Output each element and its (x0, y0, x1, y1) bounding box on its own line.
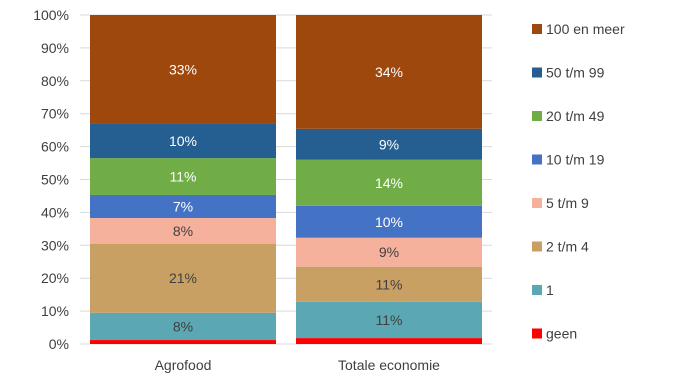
bar-segment (296, 205, 482, 238)
bar-segment (90, 217, 276, 244)
data-label: 8% (173, 223, 193, 239)
y-tick-label: 0% (49, 336, 69, 352)
y-tick-label: 20% (41, 270, 69, 286)
data-label: 11% (376, 276, 403, 292)
bar-segment (296, 15, 482, 129)
legend-swatch (532, 241, 542, 252)
data-label: 9% (379, 244, 399, 260)
x-axis: Agrofood Totale economie (155, 357, 441, 373)
data-label: 33% (169, 61, 197, 77)
y-tick-label: 70% (41, 106, 69, 122)
y-tick-label: 30% (41, 237, 69, 253)
y-tick-label: 50% (41, 172, 69, 188)
legend-label: 20 t/m 49 (546, 108, 605, 124)
y-tick-label: 60% (41, 139, 69, 155)
legend-label: 50 t/m 99 (546, 65, 605, 81)
legend-swatch (532, 67, 542, 78)
data-label: 21% (169, 270, 197, 286)
bar-segment (296, 266, 482, 302)
legend-swatch (532, 24, 542, 34)
data-label: 9% (379, 136, 399, 152)
y-tick-label: 90% (41, 40, 69, 56)
legend-label: 1 (546, 282, 554, 298)
bar-segment (90, 312, 276, 341)
data-label: 34% (375, 64, 403, 80)
bar-segment (296, 128, 482, 160)
y-tick-label: 40% (41, 204, 69, 220)
bar-segment (296, 159, 482, 206)
data-label: 7% (173, 198, 193, 214)
data-label: 11% (376, 312, 403, 328)
legend-swatch (532, 328, 542, 339)
legend-swatch (532, 154, 542, 165)
y-tick-label: 10% (41, 303, 69, 319)
legend-label: 5 t/m 9 (546, 195, 589, 211)
bar-segment (90, 158, 276, 195)
bar-segment (90, 340, 276, 344)
legend-swatch (532, 111, 542, 121)
x-category-label: Agrofood (155, 357, 212, 373)
data-label: 10% (375, 214, 403, 230)
bar-segment (90, 194, 276, 218)
legend: 100 en meer 50 t/m 99 20 t/m 49 10 t/m 19 5 … (532, 21, 625, 342)
bars: 8% 21% 8% 7% 11% 10% 33% 11% 11% 9% 10% 14% 9% 34% (90, 15, 482, 344)
legend-label: 2 t/m 4 (546, 239, 589, 255)
bar-segment (296, 237, 482, 267)
data-label: 10% (169, 133, 197, 149)
y-axis: 0% 10% 20% 30% 40% 50% 60% 70% 80% 90% 100% (33, 7, 69, 352)
legend-swatch (532, 198, 542, 208)
legend-swatch (532, 285, 542, 295)
y-tick-label: 100% (33, 7, 69, 23)
bar-segment (90, 15, 276, 124)
legend-label: 10 t/m 19 (546, 152, 605, 168)
legend-label: 100 en meer (546, 21, 625, 37)
y-tick-label: 80% (41, 73, 69, 89)
data-label: 14% (375, 175, 403, 191)
x-category-label: Totale economie (338, 357, 440, 373)
data-label: 11% (170, 169, 197, 185)
bar-segment (296, 338, 482, 344)
bar-segment (90, 123, 276, 159)
data-label: 8% (173, 318, 193, 334)
legend-label: geen (546, 326, 577, 342)
bar-segment (90, 243, 276, 313)
bar-segment (296, 301, 482, 339)
